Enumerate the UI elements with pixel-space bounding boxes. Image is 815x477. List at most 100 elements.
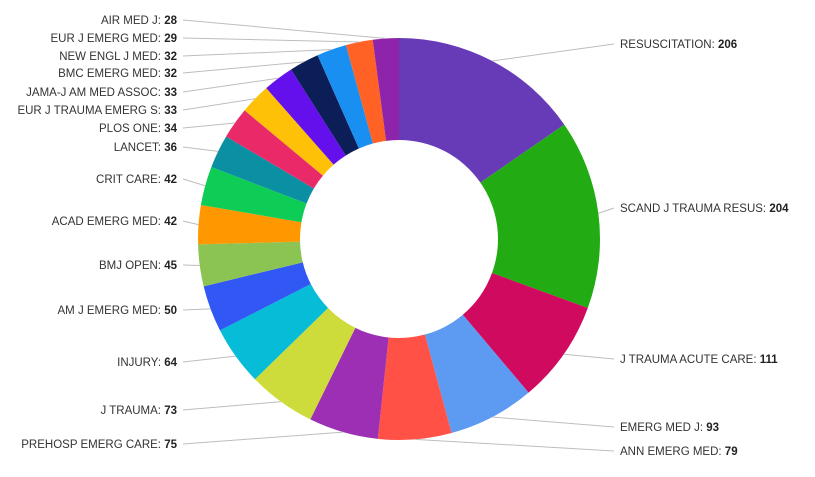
leader-j-trauma-acute-care <box>563 353 615 360</box>
label-acad-emerg-med: ACAD EMERG MED: 42 <box>52 216 177 228</box>
label-value: 50 <box>164 305 177 317</box>
label-name: NEW ENGL J MED: <box>59 51 164 63</box>
leader-eur-j-trauma-emerg-s <box>182 98 256 111</box>
label-name: PREHOSP EMERG CARE: <box>21 439 164 451</box>
label-name: JAMA-J AM MED ASSOC: <box>26 87 164 99</box>
label-name: ANN EMERG MED: <box>620 446 725 458</box>
label-value: 79 <box>725 446 738 458</box>
slice-ann-emerg-med[interactable] <box>377 334 452 440</box>
label-name: PLOS ONE: <box>99 123 164 135</box>
label-am-j-emerg-med: AM J EMERG MED: 50 <box>58 305 178 317</box>
label-value: 42 <box>164 216 177 228</box>
label-value: 32 <box>164 51 177 63</box>
label-bmc-emerg-med: BMC EMERG MED: 32 <box>58 68 177 80</box>
label-name: SCAND J TRAUMA RESUS: <box>620 203 769 215</box>
leader-am-j-emerg-med <box>182 308 211 311</box>
slice-jama-j-am-med-assoc[interactable] <box>266 69 346 165</box>
slice-labels: RESUSCITATION: 206 SCAND J TRAUMA RESUS: … <box>17 15 789 458</box>
leader-new-engl-j-med <box>182 49 332 57</box>
label-name: EUR J EMERG MED: <box>50 33 164 45</box>
slice-acad-emerg-med[interactable] <box>197 205 302 245</box>
label-value: 75 <box>164 439 177 451</box>
label-plos-one: PLOS ONE: 34 <box>99 123 178 135</box>
leader-plos-one <box>182 122 235 129</box>
leader-prehosp-emerg-care <box>182 431 344 445</box>
label-j-trauma: J TRAUMA: 73 <box>101 405 177 417</box>
label-value: 34 <box>164 123 177 135</box>
slice-plos-one[interactable] <box>226 110 323 189</box>
leader-lancet <box>182 146 219 152</box>
leader-acad-emerg-med <box>182 220 199 226</box>
label-jama-j-am-med-assoc: JAMA-J AM MED ASSOC: 33 <box>26 87 177 99</box>
label-value: 111 <box>760 354 779 366</box>
leader-bmj-open <box>182 264 200 267</box>
slice-lancet[interactable] <box>211 136 314 204</box>
label-j-trauma-acute-care: J TRAUMA ACUTE CARE: 111 <box>620 354 778 366</box>
slice-new-engl-j-med[interactable] <box>317 45 373 149</box>
label-value: 32 <box>164 68 177 80</box>
leader-bmc-emerg-med <box>182 61 305 74</box>
label-name: BMC EMERG MED: <box>58 68 164 80</box>
label-value: 93 <box>706 422 719 434</box>
leader-lines <box>182 19 615 452</box>
slice-crit-care[interactable] <box>200 166 307 223</box>
label-ann-emerg-med: ANN EMERG MED: 79 <box>620 446 738 458</box>
label-value: 64 <box>164 357 177 369</box>
label-scand-j-trauma-resus: SCAND J TRAUMA RESUS: 204 <box>620 203 789 215</box>
label-name: BMJ OPEN: <box>99 260 164 272</box>
slice-bmj-open[interactable] <box>198 241 303 287</box>
leader-resuscitation <box>492 43 615 62</box>
leader-j-trauma <box>182 401 281 411</box>
leader-jama-j-am-med-assoc <box>182 77 279 93</box>
slice-air-med-j[interactable] <box>372 38 399 141</box>
label-injury: INJURY: 64 <box>117 357 177 369</box>
label-name: INJURY: <box>117 357 164 369</box>
label-crit-care: CRIT CARE: 42 <box>96 174 177 186</box>
label-name: RESUSCITATION: <box>620 39 718 51</box>
label-value: 33 <box>164 87 177 99</box>
slice-eur-j-emerg-med[interactable] <box>345 39 387 144</box>
label-name: AIR MED J: <box>101 15 164 27</box>
label-eur-j-trauma-emerg-s: EUR J TRAUMA EMERG S: 33 <box>17 105 177 117</box>
label-name: ACAD EMERG MED: <box>52 216 164 228</box>
label-value: 45 <box>164 260 177 272</box>
slice-resuscitation[interactable] <box>399 38 565 183</box>
label-value: 204 <box>769 203 789 215</box>
label-prehosp-emerg-care: PREHOSP EMERG CARE: 75 <box>21 439 177 451</box>
slice-j-trauma-acute-care[interactable] <box>462 272 588 393</box>
label-eur-j-emerg-med: EUR J EMERG MED: 29 <box>50 33 177 45</box>
label-value: 42 <box>164 174 177 186</box>
label-name: J TRAUMA ACUTE CARE: <box>620 354 760 366</box>
slices <box>197 38 601 440</box>
label-new-engl-j-med: NEW ENGL J MED: 32 <box>59 51 177 63</box>
label-name: J TRAUMA: <box>101 405 165 417</box>
label-resuscitation: RESUSCITATION: 206 <box>620 39 737 51</box>
slice-j-trauma[interactable] <box>254 308 356 420</box>
slice-am-j-emerg-med[interactable] <box>203 262 311 331</box>
label-value: 36 <box>164 142 177 154</box>
label-emerg-med-j: EMERG MED J: 93 <box>620 422 719 434</box>
label-value: 28 <box>164 15 177 27</box>
slice-scand-j-trauma-resus[interactable] <box>480 124 601 308</box>
label-name: CRIT CARE: <box>96 174 164 186</box>
label-name: EMERG MED J: <box>620 422 706 434</box>
slice-bmc-emerg-med[interactable] <box>291 55 359 156</box>
slice-eur-j-trauma-emerg-s[interactable] <box>244 88 334 176</box>
label-lancet: LANCET: 36 <box>114 142 177 154</box>
label-air-med-j: AIR MED J: 28 <box>101 15 178 27</box>
leader-ann-emerg-med <box>414 438 615 452</box>
leader-scand-j-trauma-resus <box>598 207 615 214</box>
label-value: 29 <box>164 33 177 45</box>
slice-emerg-med-j[interactable] <box>424 314 529 433</box>
label-name: AM J EMERG MED: <box>58 305 165 317</box>
leader-air-med-j <box>182 19 386 39</box>
label-value: 206 <box>718 39 737 51</box>
label-bmj-open: BMJ OPEN: 45 <box>99 260 178 272</box>
label-value: 73 <box>164 405 177 417</box>
slice-prehosp-emerg-care[interactable] <box>310 327 389 439</box>
leader-emerg-med-j <box>492 416 615 428</box>
label-name: LANCET: <box>114 142 165 154</box>
leader-eur-j-emerg-med <box>182 37 360 43</box>
slice-injury[interactable] <box>219 284 329 380</box>
